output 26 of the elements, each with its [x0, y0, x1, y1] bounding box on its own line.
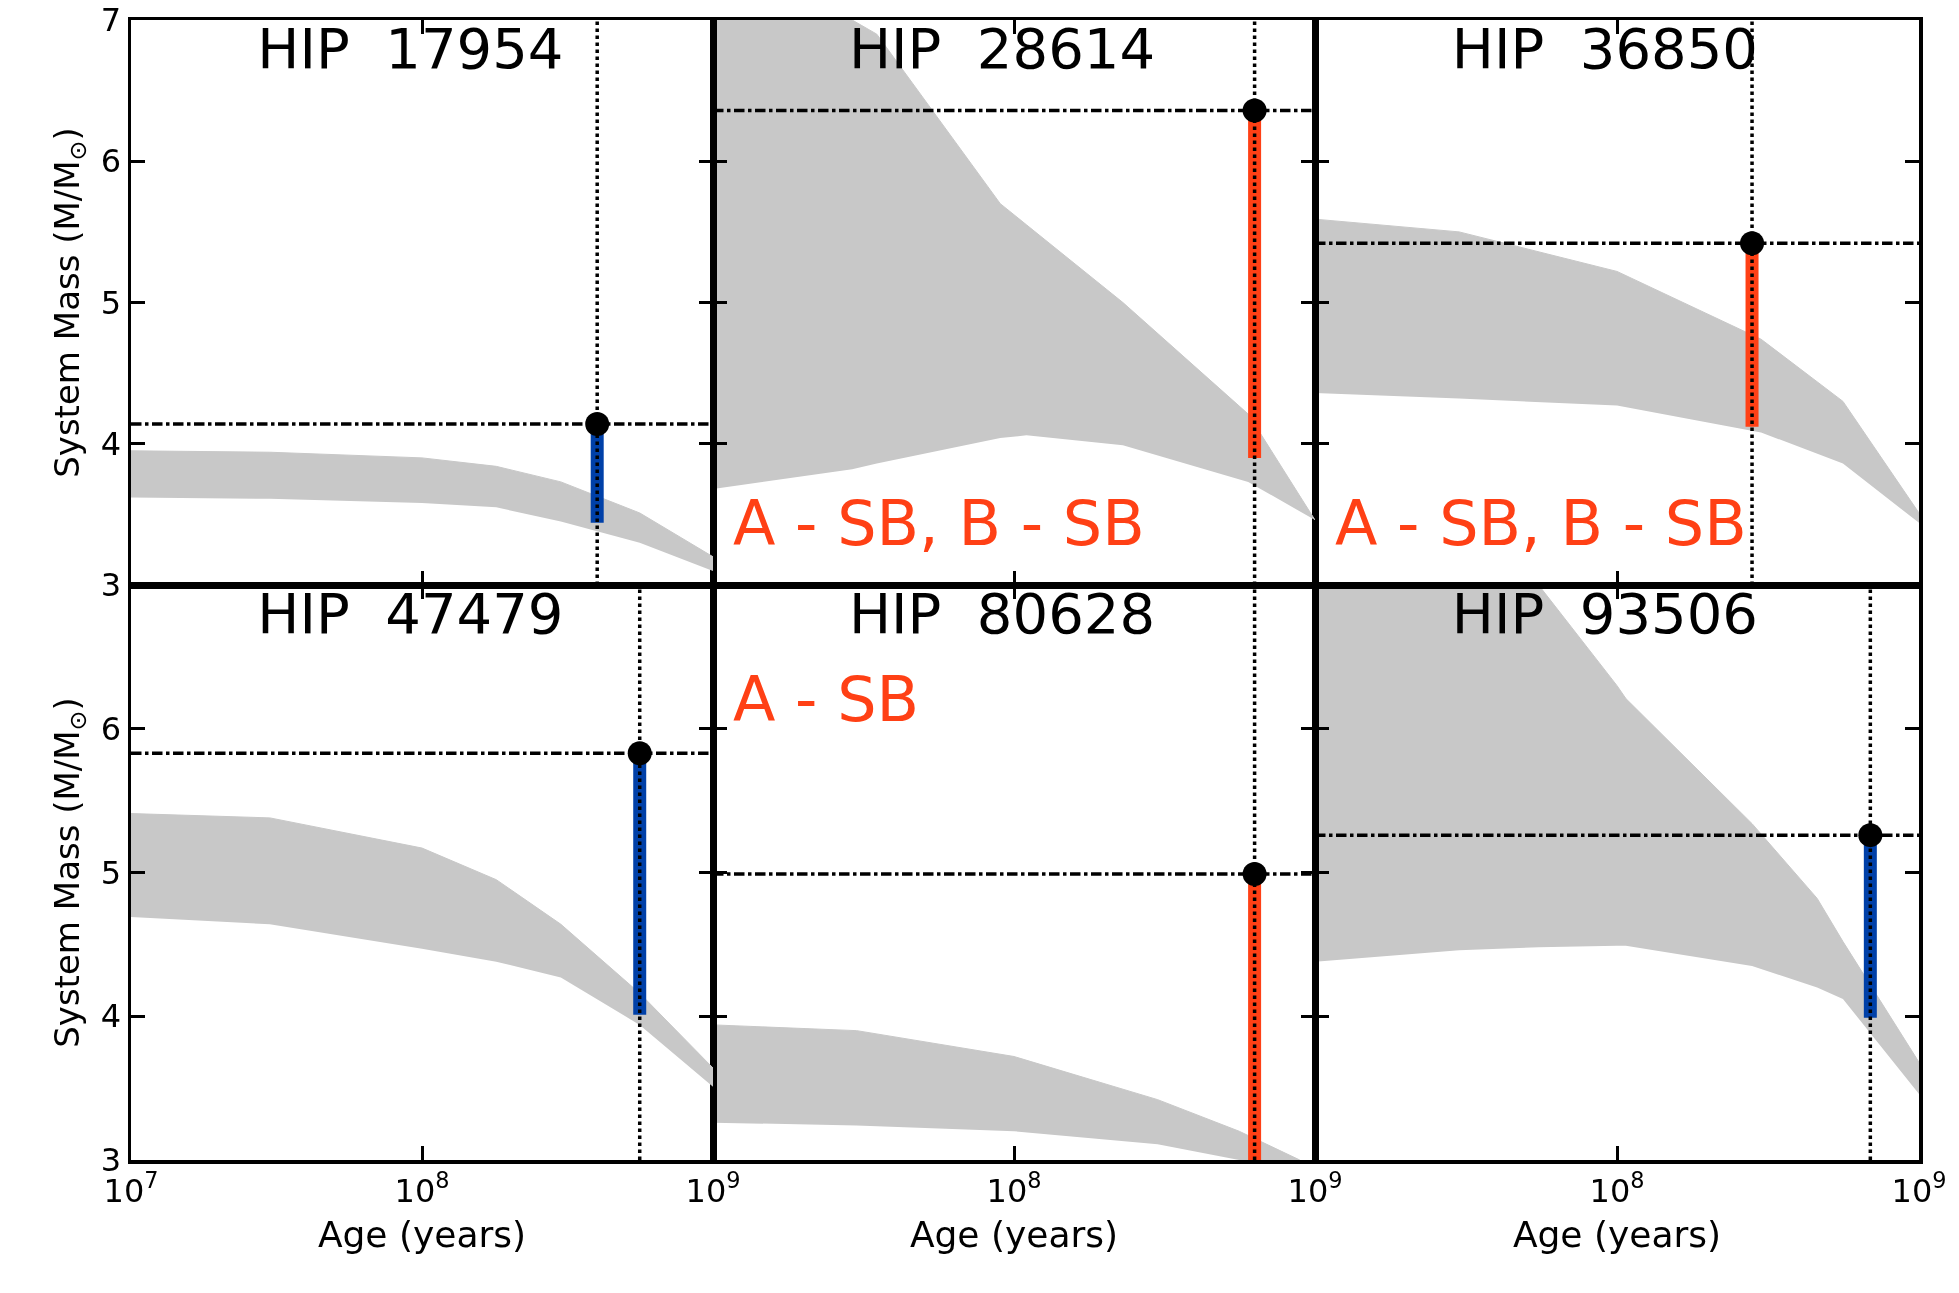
annotation: A - SB	[733, 663, 920, 736]
x-tick-label: 10$^{9}$	[685, 1167, 741, 1210]
y-tick-label: 6	[100, 709, 122, 748]
x-axis-title: Age (years)	[317, 1214, 527, 1256]
y-tick-label: 4	[100, 997, 122, 1036]
chart-title: HIP 28614	[848, 15, 1156, 81]
chart-title: HIP 47479	[257, 580, 564, 646]
y-tick-label: 5	[100, 283, 122, 322]
x-tick-label: 10$^{8}$	[394, 1167, 450, 1210]
x-tick-label: 10$^{9}$	[1287, 1167, 1343, 1210]
y-tick-label: 4	[100, 424, 122, 463]
x-tick-label: 10$^{9}$	[1891, 1167, 1947, 1210]
chart-title: HIP 36850	[1451, 15, 1758, 81]
x-axis-title: Age (years)	[909, 1214, 1119, 1256]
y-tick-label: 3	[100, 566, 122, 605]
y-tick-label: 6	[100, 142, 122, 181]
annotation: A - SB, B - SB	[1335, 487, 1747, 560]
x-tick-label: 10$^{8}$	[986, 1167, 1042, 1210]
chart-title: HIP 80628	[848, 580, 1156, 646]
chart-title: HIP 17954	[257, 15, 564, 81]
y-tick-label: 5	[100, 853, 122, 892]
chart-title: HIP 93506	[1451, 580, 1758, 646]
x-axis-title: Age (years)	[1512, 1214, 1722, 1256]
annotation: A - SB, B - SB	[733, 487, 1145, 560]
y-tick-label: 7	[100, 1, 122, 40]
x-tick-label: 10$^{8}$	[1589, 1167, 1645, 1210]
